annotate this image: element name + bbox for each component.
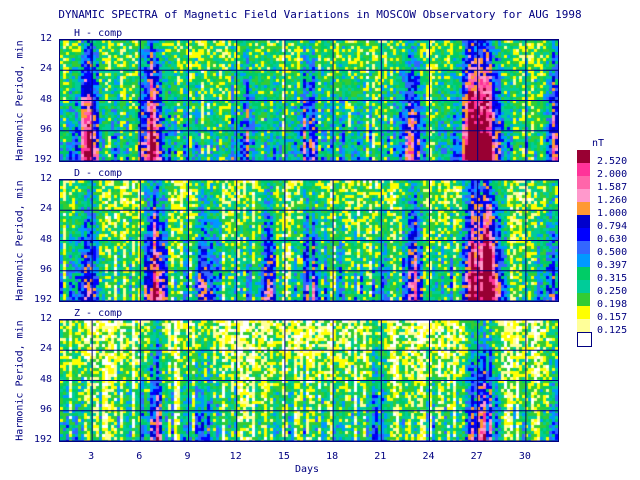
y-tick-label: 192 <box>33 434 52 445</box>
x-tick-label: 12 <box>229 451 242 462</box>
y-tick-label: 96 <box>39 403 52 415</box>
panel-label-h: H - comp <box>74 28 123 39</box>
colorbar-swatch <box>577 228 590 241</box>
x-axis-label: Days <box>294 464 320 475</box>
colorbar-swatch <box>577 280 590 293</box>
colorbar-swatch <box>577 202 590 215</box>
heatmap-panel-h <box>59 39 559 162</box>
x-tick-label: 15 <box>277 451 290 462</box>
colorbar-level-label: 0.794 <box>597 221 628 232</box>
y-tick-label: 96 <box>39 263 52 275</box>
colorbar-level-label: 0.397 <box>597 260 628 271</box>
y-tick-label: 48 <box>39 233 52 245</box>
colorbar-level-label: 2.000 <box>597 169 628 180</box>
y-tick-label: 48 <box>39 93 52 105</box>
x-tick-label: 30 <box>518 451 531 462</box>
heatmap-panel-d <box>59 179 559 302</box>
colorbar-swatch <box>577 176 590 189</box>
grid-lines <box>60 180 558 301</box>
y-tick-label: 12 <box>39 173 52 184</box>
y-tick-label: 192 <box>33 154 52 165</box>
y-tick-label: 192 <box>33 294 52 305</box>
y-tick-label: 24 <box>39 203 52 215</box>
panel-label-z: Z - comp <box>74 308 123 319</box>
colorbar-level-label: 0.630 <box>597 234 628 245</box>
grid-lines <box>60 320 558 441</box>
y-tick-label: 24 <box>39 63 52 75</box>
colorbar-level-label: 1.587 <box>597 182 628 193</box>
colorbar-swatch <box>577 189 590 202</box>
panel-label-d: D - comp <box>74 168 123 179</box>
colorbar-swatch <box>577 293 590 306</box>
colorbar-swatch <box>577 150 590 163</box>
x-tick-label: 9 <box>184 451 191 462</box>
colorbar-swatch <box>577 332 592 347</box>
x-tick-label: 18 <box>326 451 339 462</box>
colorbar-level-label: 0.125 <box>597 325 628 336</box>
colorbar-level-label: 0.250 <box>597 286 628 297</box>
colorbar-swatch <box>577 319 590 332</box>
colorbar-unit: nT <box>592 138 605 149</box>
y-tick-label: 12 <box>39 313 52 324</box>
colorbar-swatch <box>577 215 590 228</box>
x-tick-label: 27 <box>470 451 483 462</box>
colorbar-swatch <box>577 267 590 280</box>
grid-lines <box>60 40 558 161</box>
colorbar-level-label: 0.157 <box>597 312 628 323</box>
colorbar-swatch <box>577 163 590 176</box>
heatmap-panel-z <box>59 319 559 442</box>
colorbar-swatch <box>577 254 590 267</box>
colorbar-level-label: 0.500 <box>597 247 628 258</box>
colorbar-level-label: 2.520 <box>597 156 628 167</box>
colorbar-level-label: 0.198 <box>597 299 628 310</box>
colorbar-level-label: 1.260 <box>597 195 628 206</box>
x-tick-label: 21 <box>374 451 387 462</box>
y-tick-label: 24 <box>39 343 52 355</box>
x-tick-label: 3 <box>88 451 95 462</box>
colorbar-level-label: 0.315 <box>597 273 628 284</box>
colorbar-swatch <box>577 306 590 319</box>
y-tick-label: 96 <box>39 123 52 135</box>
colorbar-level-label: 1.000 <box>597 208 628 219</box>
chart-title: DYNAMIC SPECTRA of Magnetic Field Variat… <box>58 8 582 21</box>
y-tick-label: 12 <box>39 33 52 44</box>
x-tick-label: 6 <box>136 451 143 462</box>
y-tick-label: 48 <box>39 373 52 385</box>
colorbar-swatch <box>577 241 590 254</box>
x-tick-label: 24 <box>422 451 435 462</box>
